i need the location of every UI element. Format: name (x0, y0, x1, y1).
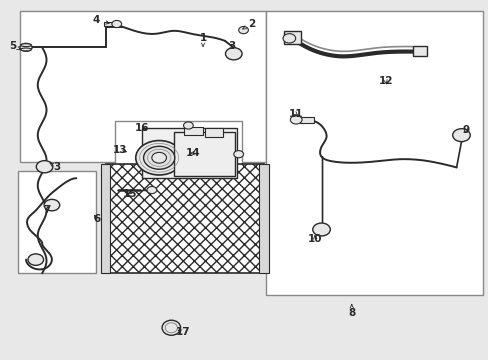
Ellipse shape (20, 43, 32, 51)
Circle shape (44, 199, 60, 211)
Circle shape (136, 140, 182, 175)
Bar (105, 164, 264, 273)
Circle shape (312, 223, 330, 236)
Bar (259, 164, 268, 273)
Text: 3: 3 (50, 162, 61, 172)
Text: 3: 3 (228, 41, 235, 50)
Text: 4: 4 (92, 15, 109, 26)
Ellipse shape (162, 320, 180, 335)
Text: 1: 1 (199, 33, 206, 46)
Bar (115, 121, 242, 187)
Text: 17: 17 (176, 327, 190, 337)
Circle shape (283, 34, 295, 43)
Circle shape (290, 116, 302, 124)
Text: 12: 12 (378, 76, 392, 86)
Circle shape (225, 48, 242, 60)
Circle shape (452, 129, 469, 141)
Ellipse shape (20, 48, 31, 51)
Bar (284, 31, 300, 44)
Ellipse shape (165, 323, 177, 333)
Text: 10: 10 (307, 234, 322, 244)
Bar (412, 45, 427, 56)
Text: 8: 8 (347, 305, 355, 318)
Circle shape (147, 186, 157, 194)
Circle shape (143, 146, 174, 169)
Text: 6: 6 (93, 215, 101, 224)
Circle shape (112, 21, 122, 28)
Text: 11: 11 (288, 109, 303, 119)
Circle shape (36, 161, 53, 173)
Bar (101, 164, 110, 273)
Circle shape (28, 254, 43, 265)
Ellipse shape (20, 44, 31, 46)
Bar (18, 171, 96, 273)
Bar (299, 117, 314, 123)
Bar (266, 12, 483, 295)
Bar (173, 132, 234, 176)
Bar (142, 128, 237, 178)
Circle shape (183, 122, 193, 129)
Circle shape (238, 27, 248, 34)
Bar (104, 22, 112, 26)
Bar (20, 12, 266, 162)
Bar (183, 127, 203, 135)
Circle shape (233, 150, 243, 158)
Text: 14: 14 (185, 148, 200, 158)
Text: 2: 2 (242, 19, 255, 29)
Text: 15: 15 (122, 189, 137, 199)
Bar (204, 128, 222, 137)
Text: 9: 9 (462, 125, 469, 135)
Circle shape (152, 152, 166, 163)
Text: 16: 16 (135, 123, 149, 133)
Text: 13: 13 (113, 144, 127, 154)
Text: 5: 5 (9, 41, 20, 50)
Text: 7: 7 (43, 206, 51, 216)
